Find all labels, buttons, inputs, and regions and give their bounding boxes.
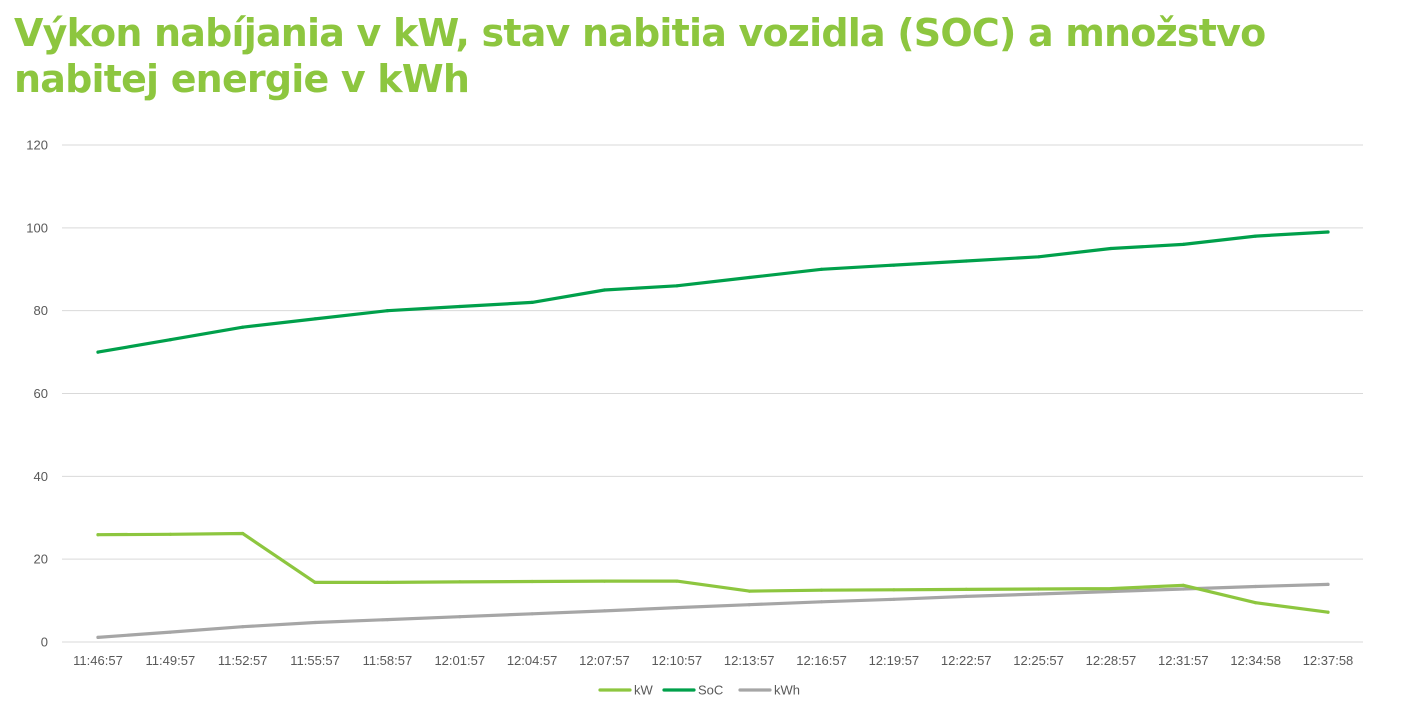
x-tick-label: 11:46:57 bbox=[73, 653, 123, 668]
legend: kW SoC kWh bbox=[598, 683, 800, 698]
data-point-kw bbox=[530, 579, 534, 584]
data-point-soc bbox=[241, 325, 245, 329]
data-point-kw bbox=[313, 580, 317, 585]
data-point-kwh bbox=[168, 630, 172, 634]
data-point-kwh bbox=[892, 597, 896, 601]
series-line-soc bbox=[96, 230, 1330, 354]
data-point-kw bbox=[892, 588, 896, 592]
legend-label-kw: kW bbox=[634, 683, 654, 698]
data-point-soc bbox=[819, 267, 824, 271]
data-point-soc bbox=[385, 309, 389, 313]
data-point-kw bbox=[168, 532, 172, 536]
data-point-kwh bbox=[675, 606, 679, 610]
series-lines bbox=[96, 230, 1330, 640]
y-tick-label: 100 bbox=[26, 220, 48, 235]
data-point-kwh bbox=[1181, 587, 1185, 591]
data-point-kw bbox=[1254, 601, 1258, 605]
data-point-soc bbox=[602, 288, 607, 292]
y-tick-label: 80 bbox=[34, 303, 48, 318]
legend-label-kwh: kWh bbox=[774, 683, 800, 698]
data-point-kw bbox=[1181, 583, 1185, 587]
legend-label-soc: SoC bbox=[698, 683, 723, 698]
x-tick-label: 11:49:57 bbox=[146, 653, 196, 668]
data-point-kwh bbox=[241, 625, 245, 629]
data-point-soc bbox=[675, 284, 679, 288]
x-tick-label: 11:58:57 bbox=[363, 653, 413, 668]
data-point-soc bbox=[530, 300, 534, 304]
data-point-kwh bbox=[964, 594, 968, 599]
data-point-soc bbox=[747, 275, 751, 280]
axis-labels: 0 20 40 60 80 100 120 11:46:57 11:49:57 11:52:57 1… bbox=[26, 138, 1353, 669]
data-point-kw bbox=[385, 580, 389, 585]
data-point-kw bbox=[1037, 587, 1041, 591]
series-line-kwh bbox=[96, 582, 1330, 640]
data-point-kwh bbox=[96, 635, 100, 640]
y-tick-label: 40 bbox=[34, 469, 48, 484]
data-point-kw bbox=[458, 580, 462, 584]
y-tick-label: 60 bbox=[34, 386, 48, 401]
series-line-kw bbox=[96, 531, 1330, 614]
x-tick-label: 12:19:57 bbox=[869, 653, 920, 668]
data-point-kwh bbox=[1254, 584, 1258, 589]
data-point-kw bbox=[241, 531, 245, 536]
x-tick-label: 12:13:57 bbox=[724, 653, 775, 668]
data-point-kw bbox=[1109, 587, 1113, 591]
data-point-kw bbox=[819, 588, 824, 592]
data-point-kwh bbox=[1326, 582, 1330, 587]
data-point-soc bbox=[96, 350, 100, 354]
x-tick-label: 12:10:57 bbox=[652, 653, 703, 668]
data-point-soc bbox=[1181, 242, 1185, 246]
data-point-kw bbox=[747, 589, 751, 593]
data-point-kwh bbox=[530, 612, 534, 616]
data-point-soc bbox=[458, 304, 462, 309]
data-point-kwh bbox=[313, 620, 317, 625]
data-point-soc bbox=[892, 263, 896, 267]
data-point-kwh bbox=[747, 603, 751, 607]
data-point-soc bbox=[964, 259, 968, 263]
data-point-kwh bbox=[1109, 589, 1113, 594]
x-tick-label: 12:22:57 bbox=[941, 653, 992, 668]
data-point-kwh bbox=[1037, 592, 1041, 596]
x-tick-label: 12:04:57 bbox=[507, 653, 558, 668]
x-tick-label: 12:01:57 bbox=[434, 653, 485, 668]
data-point-soc bbox=[1109, 246, 1113, 251]
x-tick-label: 12:28:57 bbox=[1086, 653, 1137, 668]
grid-lines bbox=[62, 144, 1363, 643]
data-point-kwh bbox=[385, 618, 389, 622]
chart-title: Výkon nabíjania v kW, stav nabitia vozid… bbox=[14, 11, 1266, 101]
data-point-kwh bbox=[602, 609, 607, 613]
y-tick-label: 120 bbox=[26, 138, 48, 153]
data-point-kw bbox=[96, 533, 100, 537]
x-tick-label: 12:37:58 bbox=[1303, 653, 1354, 668]
y-tick-label: 20 bbox=[34, 552, 48, 567]
data-point-soc bbox=[1326, 230, 1330, 234]
data-point-soc bbox=[313, 317, 317, 321]
data-point-kw bbox=[964, 587, 968, 592]
x-tick-label: 11:52:57 bbox=[218, 653, 268, 668]
data-point-soc bbox=[168, 338, 172, 342]
x-tick-label: 12:16:57 bbox=[796, 653, 847, 668]
data-point-kwh bbox=[458, 615, 462, 619]
x-tick-label: 12:25:57 bbox=[1013, 653, 1064, 668]
x-tick-label: 12:34:58 bbox=[1230, 653, 1281, 668]
x-tick-label: 11:55:57 bbox=[290, 653, 340, 668]
data-point-kw bbox=[675, 579, 679, 583]
data-point-soc bbox=[1037, 255, 1041, 259]
y-tick-label: 0 bbox=[41, 635, 48, 650]
data-point-kw bbox=[1326, 610, 1330, 614]
data-point-soc bbox=[1254, 234, 1258, 238]
data-point-kwh bbox=[819, 600, 824, 604]
data-point-kw bbox=[602, 579, 607, 583]
x-tick-label: 12:31:57 bbox=[1158, 653, 1209, 668]
x-tick-label: 12:07:57 bbox=[579, 653, 630, 668]
